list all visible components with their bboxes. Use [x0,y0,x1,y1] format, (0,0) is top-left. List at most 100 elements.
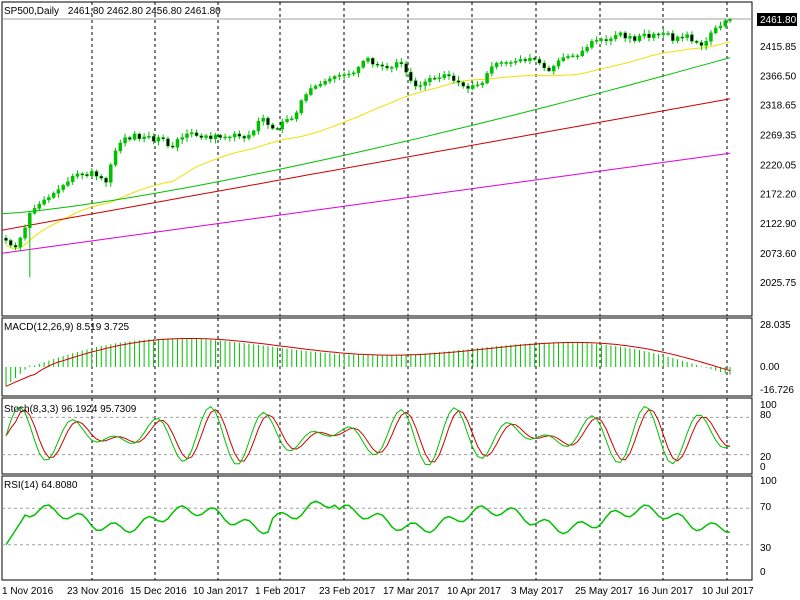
candle[interactable] [23,224,27,241]
candle[interactable] [661,28,666,39]
candle[interactable] [428,74,432,87]
candle[interactable] [351,70,356,77]
candle[interactable] [342,72,346,80]
candle[interactable] [461,81,466,89]
candle[interactable] [609,36,613,46]
candle[interactable] [432,75,437,81]
candle[interactable] [190,128,194,138]
candle[interactable] [504,60,508,67]
candle[interactable] [156,134,161,146]
candle[interactable] [418,81,423,91]
candle[interactable] [242,134,246,143]
candle[interactable] [723,18,727,29]
candle[interactable] [652,31,656,41]
candle[interactable] [237,130,242,140]
candle[interactable] [575,54,580,60]
candle[interactable] [132,131,137,141]
candle[interactable] [170,142,175,149]
candle[interactable] [542,60,546,71]
candle[interactable] [532,56,537,62]
candle[interactable] [390,65,394,73]
candle[interactable] [628,33,632,43]
candle[interactable] [451,72,456,84]
candle[interactable] [642,29,647,40]
candle[interactable] [47,194,51,203]
candle[interactable] [637,33,642,43]
candle[interactable] [371,56,375,68]
candle[interactable] [618,31,623,38]
candle[interactable] [599,37,604,44]
candle[interactable] [151,133,156,145]
candle[interactable] [547,65,551,73]
candle[interactable] [404,60,408,77]
candle[interactable] [75,170,80,179]
candle[interactable] [380,61,385,71]
candle[interactable] [228,135,232,142]
candle[interactable] [718,21,723,31]
candle[interactable] [56,184,61,198]
candle[interactable] [456,76,461,87]
candle[interactable] [194,129,199,138]
candle[interactable] [413,77,418,90]
candle[interactable] [70,173,75,185]
candle[interactable] [366,56,370,64]
candle[interactable] [109,162,113,187]
candle[interactable] [213,132,218,144]
candle[interactable] [685,31,689,41]
candle[interactable] [566,53,570,60]
candle[interactable] [251,129,256,137]
candle[interactable] [580,46,585,58]
candle[interactable] [571,53,575,58]
candle[interactable] [304,92,308,103]
candle[interactable] [523,56,527,64]
candle[interactable] [323,78,327,86]
candle[interactable] [647,29,651,42]
candle[interactable] [32,204,37,215]
candle[interactable] [485,71,489,85]
candle[interactable] [361,59,365,69]
candle[interactable] [666,30,670,36]
candle[interactable] [409,67,413,84]
candle[interactable] [123,133,127,147]
candle[interactable] [51,191,56,199]
candle[interactable] [385,62,389,71]
candle[interactable] [328,75,332,84]
candle[interactable] [94,169,99,181]
candle[interactable] [99,173,104,181]
candle[interactable] [690,31,694,44]
candle[interactable] [552,64,556,75]
candle[interactable] [594,36,599,45]
candle[interactable] [337,72,342,81]
candle[interactable] [613,31,618,42]
candle[interactable] [18,236,23,252]
candle[interactable] [147,131,151,140]
candle[interactable] [313,84,318,90]
candle[interactable] [680,32,685,42]
candle[interactable] [494,61,499,70]
candle[interactable] [175,137,180,152]
candle[interactable] [285,115,289,124]
candle[interactable] [89,168,94,179]
candle[interactable] [266,116,270,130]
candle[interactable] [713,25,718,35]
candle[interactable] [28,210,32,278]
candle[interactable] [9,238,13,248]
candle[interactable] [180,133,184,145]
candle[interactable] [699,39,704,51]
candle[interactable] [471,81,475,91]
candle[interactable] [561,53,566,63]
candle[interactable] [294,110,299,122]
candle[interactable] [442,70,446,81]
candle[interactable] [166,136,170,149]
candle[interactable] [509,60,513,67]
candle[interactable] [142,133,146,143]
candle[interactable] [437,72,442,83]
candle[interactable] [280,118,285,134]
candle[interactable] [13,242,18,251]
candle[interactable] [85,171,89,178]
candle[interactable] [37,201,42,211]
candle[interactable] [66,177,70,188]
candle[interactable] [318,80,323,88]
candle[interactable] [80,172,84,180]
